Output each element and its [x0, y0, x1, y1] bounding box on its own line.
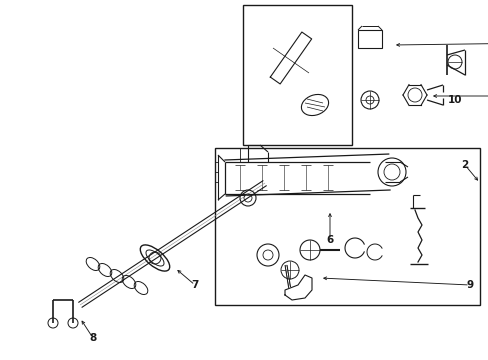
Text: 10: 10: [447, 95, 461, 105]
Text: 7: 7: [191, 280, 198, 290]
Bar: [243, 5, 351, 145]
Bar: [215, 148, 479, 305]
Text: 8: 8: [89, 333, 97, 343]
Polygon shape: [285, 275, 311, 300]
Bar: [357, 30, 381, 48]
Text: 2: 2: [461, 160, 468, 170]
Text: 9: 9: [466, 280, 472, 290]
Text: 6: 6: [325, 235, 333, 245]
